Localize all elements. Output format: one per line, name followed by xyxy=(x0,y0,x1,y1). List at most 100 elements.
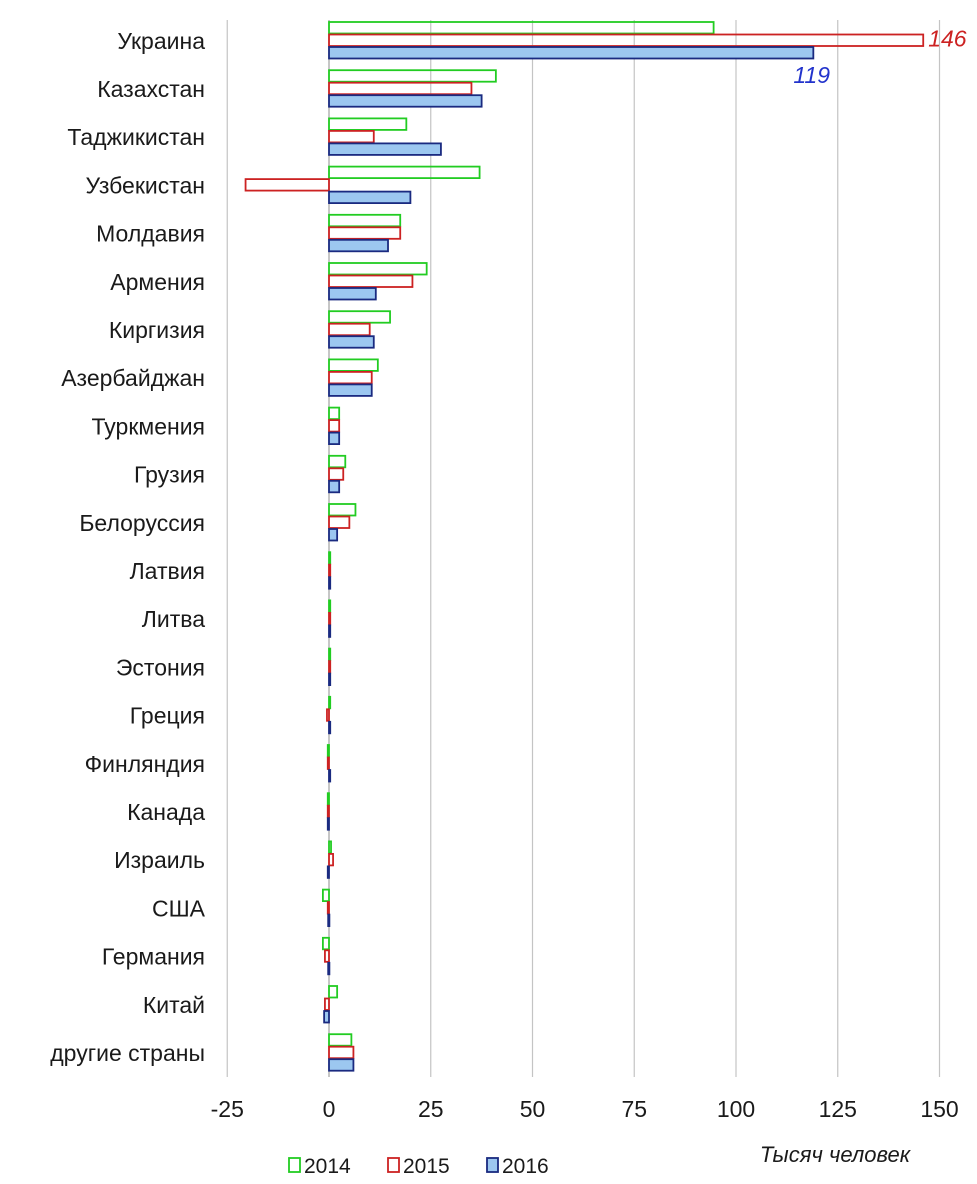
legend-label-2014: 2014 xyxy=(304,1155,351,1178)
bar-2015-азербайджан xyxy=(328,370,373,385)
bar-2014-казахстан xyxy=(328,69,497,83)
x-tick-label: 150 xyxy=(920,1096,958,1122)
category-label: Молдавия xyxy=(96,221,205,247)
category-labels: Украина Казахстан Таджикистан Узбекистан Мол… xyxy=(50,28,205,1066)
x-tick-label: 100 xyxy=(717,1096,755,1122)
bar-2015-финляндия xyxy=(326,756,330,770)
category-label: Израиль xyxy=(114,847,205,873)
bar-2014-финляндия xyxy=(326,744,330,758)
x-tick-label: -25 xyxy=(211,1096,244,1122)
bar-2015-таджикистан xyxy=(328,129,375,144)
category-label: другие страны xyxy=(50,1040,205,1066)
bar-2014-германия xyxy=(321,936,330,951)
bar-2014-белоруссия xyxy=(328,503,357,517)
bar-2014-киргизия xyxy=(328,310,391,324)
bar-2015-узбекистан xyxy=(244,178,330,192)
bar-2014-канада xyxy=(326,792,330,806)
bar-2016-латвия xyxy=(328,576,332,590)
x-tick-label: 50 xyxy=(520,1096,546,1122)
category-label: Армения xyxy=(110,269,205,295)
bar-2015-латвия xyxy=(328,563,332,578)
legend-swatch-2014 xyxy=(288,1157,301,1173)
bar-2015-белоруссия xyxy=(328,515,351,529)
bar-2014-латвия xyxy=(328,551,332,565)
bar-2014-таджикистан xyxy=(328,117,408,131)
category-label: Киргизия xyxy=(109,317,205,343)
x-tick-labels: -25 0 25 50 75 100 125 150 xyxy=(211,1096,959,1122)
legend-swatch-2015 xyxy=(387,1157,400,1173)
bar-2015-украина xyxy=(328,33,925,47)
category-label: США xyxy=(152,895,206,921)
bar-2016-сша xyxy=(327,913,331,927)
bar-2016-другие-страны xyxy=(328,1058,355,1072)
category-label: Литва xyxy=(142,606,205,632)
category-label: Греция xyxy=(130,703,205,729)
bar-2014-израиль xyxy=(328,840,332,854)
bar-2015-туркмения xyxy=(328,419,341,433)
bar-2015-казахстан xyxy=(328,81,473,96)
category-label: Белоруссия xyxy=(79,510,205,536)
bar-2016-казахстан xyxy=(328,94,483,108)
bar-2016-молдавия xyxy=(328,238,389,253)
bar-2015-китай xyxy=(324,997,330,1011)
bar-2014-китай xyxy=(328,985,339,999)
bar-2016-грузия xyxy=(328,479,341,494)
category-label: Китай xyxy=(143,992,205,1018)
legend-swatch-2016 xyxy=(486,1157,499,1173)
bar-2015-армения xyxy=(328,274,414,288)
bar-2016-киргизия xyxy=(328,335,375,349)
bar-2015-греция xyxy=(326,708,330,722)
bar-2015-другие-страны xyxy=(328,1045,355,1060)
bar-2016-финляндия xyxy=(328,769,332,783)
category-label: Украина xyxy=(117,28,205,54)
bar-2016-украина xyxy=(328,46,815,60)
bar-2016-туркмения xyxy=(328,431,341,446)
bar-2016-белоруссия xyxy=(328,528,339,542)
category-label: Грузия xyxy=(134,462,205,488)
bar-2015-литва xyxy=(328,612,332,626)
data-label-2015: 146 xyxy=(928,26,967,52)
legend-label-2015: 2015 xyxy=(403,1155,450,1178)
bar-2015-молдавия xyxy=(328,226,402,240)
bar-2016-армения xyxy=(328,287,377,301)
data-label-2016: 119 xyxy=(793,62,830,88)
bar-2015-сша xyxy=(326,901,330,915)
category-label: Германия xyxy=(102,944,205,970)
x-tick-label: 75 xyxy=(621,1096,647,1122)
category-label: Финляндия xyxy=(85,751,205,777)
bar-2014-армения xyxy=(328,262,428,276)
bar-2016-греция xyxy=(328,720,332,735)
bar-2016-азербайджан xyxy=(328,383,373,397)
bar-2015-грузия xyxy=(328,467,345,481)
bar-2015-канада xyxy=(326,804,330,819)
x-tick-label: 25 xyxy=(418,1096,444,1122)
legend: 2014 2015 2016 xyxy=(288,1155,549,1178)
bar-2016-литва xyxy=(328,624,332,638)
bar-2016-израиль xyxy=(326,865,330,879)
x-tick-label: 0 xyxy=(323,1096,336,1122)
bar-2014-азербайджан xyxy=(328,358,379,372)
bar-2014-другие-страны xyxy=(328,1033,353,1047)
category-label: Канада xyxy=(127,799,205,825)
bar-2014-литва xyxy=(328,599,332,613)
category-label: Таджикистан xyxy=(67,124,205,150)
bars xyxy=(244,21,925,1072)
bar-2014-молдавия xyxy=(328,213,402,228)
bar-2015-германия xyxy=(324,949,330,963)
annotations: 146 119 xyxy=(793,26,966,89)
bar-2014-украина xyxy=(328,21,715,35)
bar-2016-германия xyxy=(327,961,331,976)
bar-2015-киргизия xyxy=(328,322,371,337)
legend-label-2016: 2016 xyxy=(502,1155,549,1178)
bar-2014-греция xyxy=(328,695,332,710)
bar-2016-таджикистан xyxy=(328,142,442,156)
category-label: Узбекистан xyxy=(86,172,206,198)
category-label: Туркмения xyxy=(92,413,205,439)
x-axis-unit-label: Тысяч человек xyxy=(760,1142,912,1167)
bar-2015-эстония xyxy=(328,660,332,674)
bar-2016-китай xyxy=(323,1010,330,1024)
bar-2014-сша xyxy=(321,888,330,902)
category-label: Казахстан xyxy=(97,76,205,102)
bar-2014-грузия xyxy=(328,454,347,469)
